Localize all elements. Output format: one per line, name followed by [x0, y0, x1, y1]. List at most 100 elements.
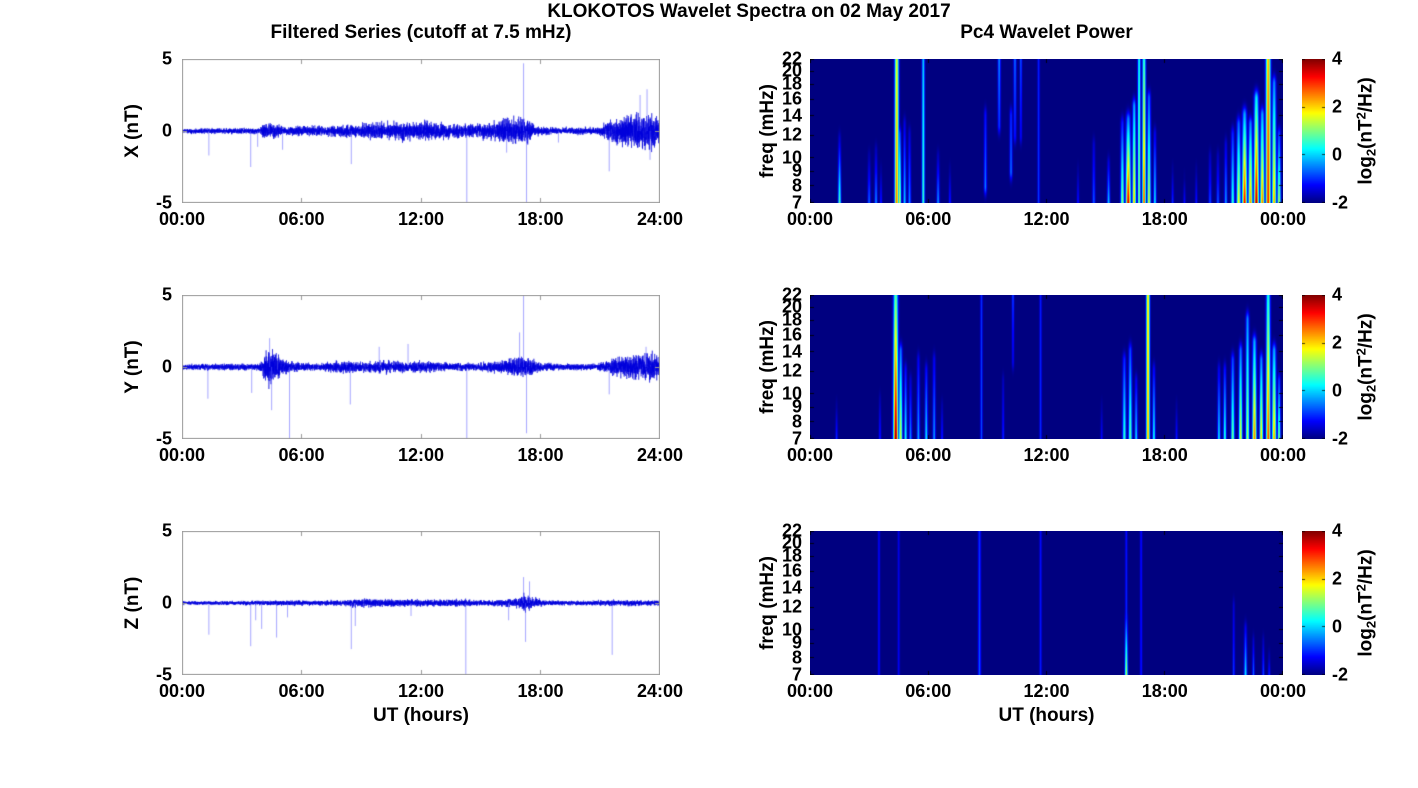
cbar-label-nt: (nT — [1355, 591, 1377, 621]
tick-label: 9 — [791, 160, 802, 181]
ylabel-ts-z: Z (nT) — [122, 576, 143, 630]
tick-label: 0 — [161, 356, 172, 377]
cbar-ticks-y: 4 2 0 -2 — [1329, 285, 1365, 449]
tick-label: 7 — [791, 428, 802, 449]
ylabel-wl-z: freq (mHz) — [757, 556, 778, 650]
tick-label: 7 — [791, 664, 802, 685]
tick-label: 0 — [1332, 380, 1343, 401]
yticks-ts-y: 5 0 -5 — [136, 285, 176, 449]
cbar-label-sup: 2 — [1353, 584, 1369, 592]
cbar-ticks-x: 4 2 0 -2 — [1329, 49, 1365, 213]
tick-label: 8 — [791, 175, 802, 196]
tick-label: 8 — [791, 411, 802, 432]
cbar-label-hz: /Hz) — [1355, 77, 1377, 113]
colorbar-label-x: log2(nT2/Hz) — [1354, 77, 1379, 184]
tick-label: 12:00 — [1023, 681, 1070, 701]
timeseries-panel-x — [182, 59, 660, 203]
tick-label: 00:00 — [786, 445, 834, 465]
tick-label: 4 — [1332, 48, 1343, 69]
colorbar-x — [1302, 59, 1325, 203]
tick-label: -2 — [1332, 664, 1349, 685]
tick-label: 12:00 — [1023, 209, 1070, 229]
colorbar-y — [1302, 295, 1325, 439]
colorbar-x-gradient — [1302, 59, 1325, 203]
tick-label: 20 — [781, 60, 802, 81]
tick-label: 10 — [781, 619, 802, 640]
timeseries-panel-z — [182, 531, 660, 675]
xticks-right-y: 00:00 06:00 12:00 18:00 00:00 — [787, 445, 1306, 467]
tick-label: 18 — [781, 545, 802, 566]
tick-label: 2 — [1332, 332, 1343, 353]
tick-label: 18:00 — [1141, 681, 1188, 701]
cbar-label-nt: (nT — [1355, 355, 1377, 385]
tick-label: 22 — [781, 48, 802, 69]
tick-label: 00:00 — [786, 209, 834, 229]
tick-label: 22 — [781, 520, 802, 541]
tick-label: 14 — [781, 577, 802, 598]
tick-label: 00:00 — [786, 681, 834, 701]
tick-label: 18:00 — [517, 209, 564, 229]
yticks-wl-y: 7 8 9 10 12 14 16 18 20 22 — [756, 285, 806, 449]
cbar-label-sup: 2 — [1353, 112, 1369, 120]
ylabel-wl-y: freq (mHz) — [757, 320, 778, 414]
tick-label: 0 — [161, 592, 172, 613]
tick-label: 0 — [1332, 144, 1343, 165]
spectrogram-x-plot — [810, 59, 1283, 203]
cbar-label-log: log — [1355, 628, 1377, 657]
xticks-right-z: 00:00 06:00 12:00 18:00 00:00 — [787, 681, 1306, 703]
ylabel-wl-x: freq (mHz) — [757, 84, 778, 178]
timeseries-y-plot — [182, 295, 660, 439]
tick-label: 0 — [1332, 616, 1343, 637]
tick-label: 00:00 — [1259, 681, 1307, 701]
cbar-label-hz: /Hz) — [1355, 313, 1377, 349]
timeseries-panel-y — [182, 295, 660, 439]
tick-label: 12 — [781, 360, 802, 381]
tick-label: 9 — [791, 632, 802, 653]
spectrogram-panel-z — [810, 531, 1283, 675]
tick-label: 0 — [161, 120, 172, 141]
cbar-label-sub: 2 — [1363, 620, 1379, 629]
tick-label: 06:00 — [278, 445, 325, 465]
tick-label: 4 — [1332, 520, 1343, 541]
tick-label: -2 — [1332, 428, 1349, 449]
ylabel-ts-y: Y (nT) — [122, 340, 143, 394]
xticks-left-z: 00:00 06:00 12:00 18:00 24:00 — [159, 681, 683, 703]
tick-label: 24:00 — [636, 445, 684, 465]
tick-label: 14 — [781, 105, 802, 126]
tick-label: -5 — [155, 428, 172, 449]
yticks-ts-z: 5 0 -5 — [136, 521, 176, 685]
tick-label: 12 — [781, 124, 802, 145]
tick-label: 8 — [791, 647, 802, 668]
tick-label: -5 — [155, 664, 172, 685]
tick-label: 14 — [781, 341, 802, 362]
tick-label: -5 — [155, 192, 172, 213]
cbar-label-hz: /Hz) — [1355, 549, 1377, 585]
tick-label: 5 — [161, 520, 172, 541]
tick-label: 16 — [781, 324, 802, 345]
xlabel-left: UT (hours) — [372, 705, 470, 726]
tick-label: 06:00 — [905, 681, 952, 701]
tick-label: 00:00 — [158, 209, 206, 229]
tick-label: 00:00 — [158, 445, 206, 465]
tick-label: 12:00 — [397, 445, 445, 465]
yticks-ts-x: 5 0 -5 — [136, 49, 176, 213]
yticks-wl-x: 7 8 9 10 12 14 16 18 20 22 — [756, 49, 806, 213]
tick-label: 18:00 — [1141, 209, 1188, 229]
cbar-label-sub: 2 — [1363, 148, 1379, 157]
cbar-label-log: log — [1355, 156, 1377, 185]
tick-label: 22 — [781, 284, 802, 305]
tick-label: 00:00 — [1259, 209, 1307, 229]
tick-label: 18 — [781, 309, 802, 330]
spectrogram-y-plot — [810, 295, 1283, 439]
tick-label: 16 — [781, 88, 802, 109]
tick-label: -2 — [1332, 192, 1349, 213]
colorbar-z — [1302, 531, 1325, 675]
right-column-title: Pc4 Wavelet Power — [960, 22, 1133, 43]
tick-label: 4 — [1332, 284, 1343, 305]
cbar-label-nt: (nT — [1355, 119, 1377, 149]
xticks-left-x: 00:00 06:00 12:00 18:00 24:00 — [159, 209, 683, 231]
tick-label: 2 — [1332, 96, 1343, 117]
tick-label: 5 — [161, 284, 172, 305]
tick-label: 9 — [791, 396, 802, 417]
